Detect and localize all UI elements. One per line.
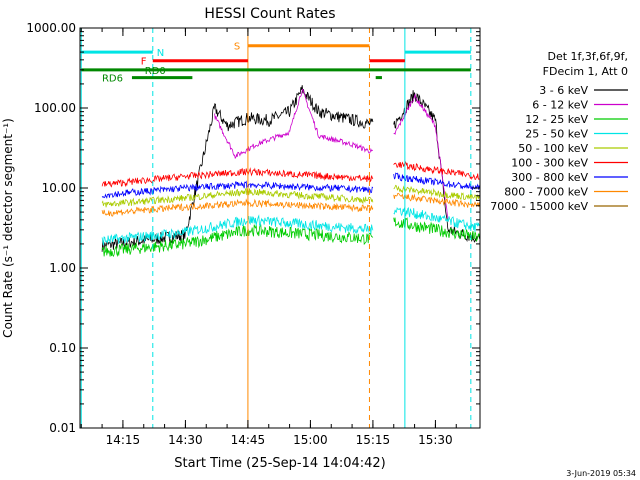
plot-frame: [79, 27, 481, 429]
series-line-800-7000-kev: [101, 198, 374, 217]
legend-entry-label: 25 - 50 keV: [525, 128, 588, 141]
series-line-3-6-kev: [393, 90, 480, 243]
legend-entry-label: 800 - 7000 keV: [504, 186, 588, 199]
series-line-25-50-kev: [393, 206, 480, 233]
x-tick-label: 15:30: [418, 433, 453, 447]
series-line-300-800-kev: [101, 180, 374, 199]
x-axis-label: Start Time (25-Sep-14 14:04:42): [174, 456, 385, 471]
legend-entry-label: 6 - 12 keV: [532, 99, 588, 112]
y-tick-label: 0.10: [49, 341, 76, 355]
legend-entry-label: 3 - 6 keV: [539, 84, 588, 97]
y-tick-label: 0.01: [49, 421, 76, 435]
x-tick-label: 15:15: [356, 433, 391, 447]
y-axis-label: Count Rate (s⁻¹ detector segment⁻¹): [1, 118, 15, 338]
night-flag-label: N: [157, 48, 164, 59]
series-line-12-25-kev: [393, 217, 480, 242]
y-tick-label: 1000.00: [26, 21, 76, 35]
y-tick-label: 100.00: [34, 101, 76, 115]
legend: Det 1f,3f,6f,9f, FDecim 1, Att 0 3 - 6 k…: [490, 50, 628, 213]
legend-entry-label: 12 - 25 keV: [525, 113, 588, 126]
x-tick-label: 14:45: [231, 433, 266, 447]
flare-flag-label: F: [141, 57, 147, 68]
render-timestamp: 3-Jun-2019 05:34: [566, 469, 636, 478]
rd6-flag-label: RD6: [102, 74, 123, 85]
rd0-flag-label: RD0: [145, 66, 166, 77]
series-line-6-12-kev: [214, 88, 374, 160]
chart-title: HESSI Count Rates: [204, 6, 335, 22]
series-line-300-800-kev: [393, 172, 480, 192]
series-line-12-25-kev: [101, 224, 374, 258]
x-tick-label: 15:00: [293, 433, 328, 447]
legend-entry-label: 50 - 100 keV: [518, 142, 588, 155]
legend-header-line-1: Det 1f,3f,6f,9f,: [547, 50, 628, 63]
legend-header-line-2: FDecim 1, Att 0: [543, 65, 628, 78]
saa-flag-label: S: [234, 42, 240, 53]
x-tick-label: 14:15: [106, 433, 141, 447]
series-line-50-100-kev: [393, 184, 480, 201]
series-line-50-100-kev: [101, 187, 374, 208]
y-tick-label: 1.00: [49, 261, 76, 275]
series-line-100-300-kev: [101, 167, 374, 188]
legend-entry-label: 300 - 800 keV: [511, 171, 588, 184]
series-line-25-50-kev: [101, 214, 374, 246]
x-tick-label: 14:30: [168, 433, 203, 447]
series-line-100-300-kev: [393, 161, 480, 180]
legend-entry-label: 100 - 300 keV: [511, 157, 588, 170]
y-tick-label: 10.00: [42, 181, 76, 195]
series-line-6-12-kev: [393, 93, 449, 219]
series-line-800-7000-kev: [393, 192, 480, 209]
legend-entry-label: 7000 - 15000 keV: [490, 200, 588, 213]
